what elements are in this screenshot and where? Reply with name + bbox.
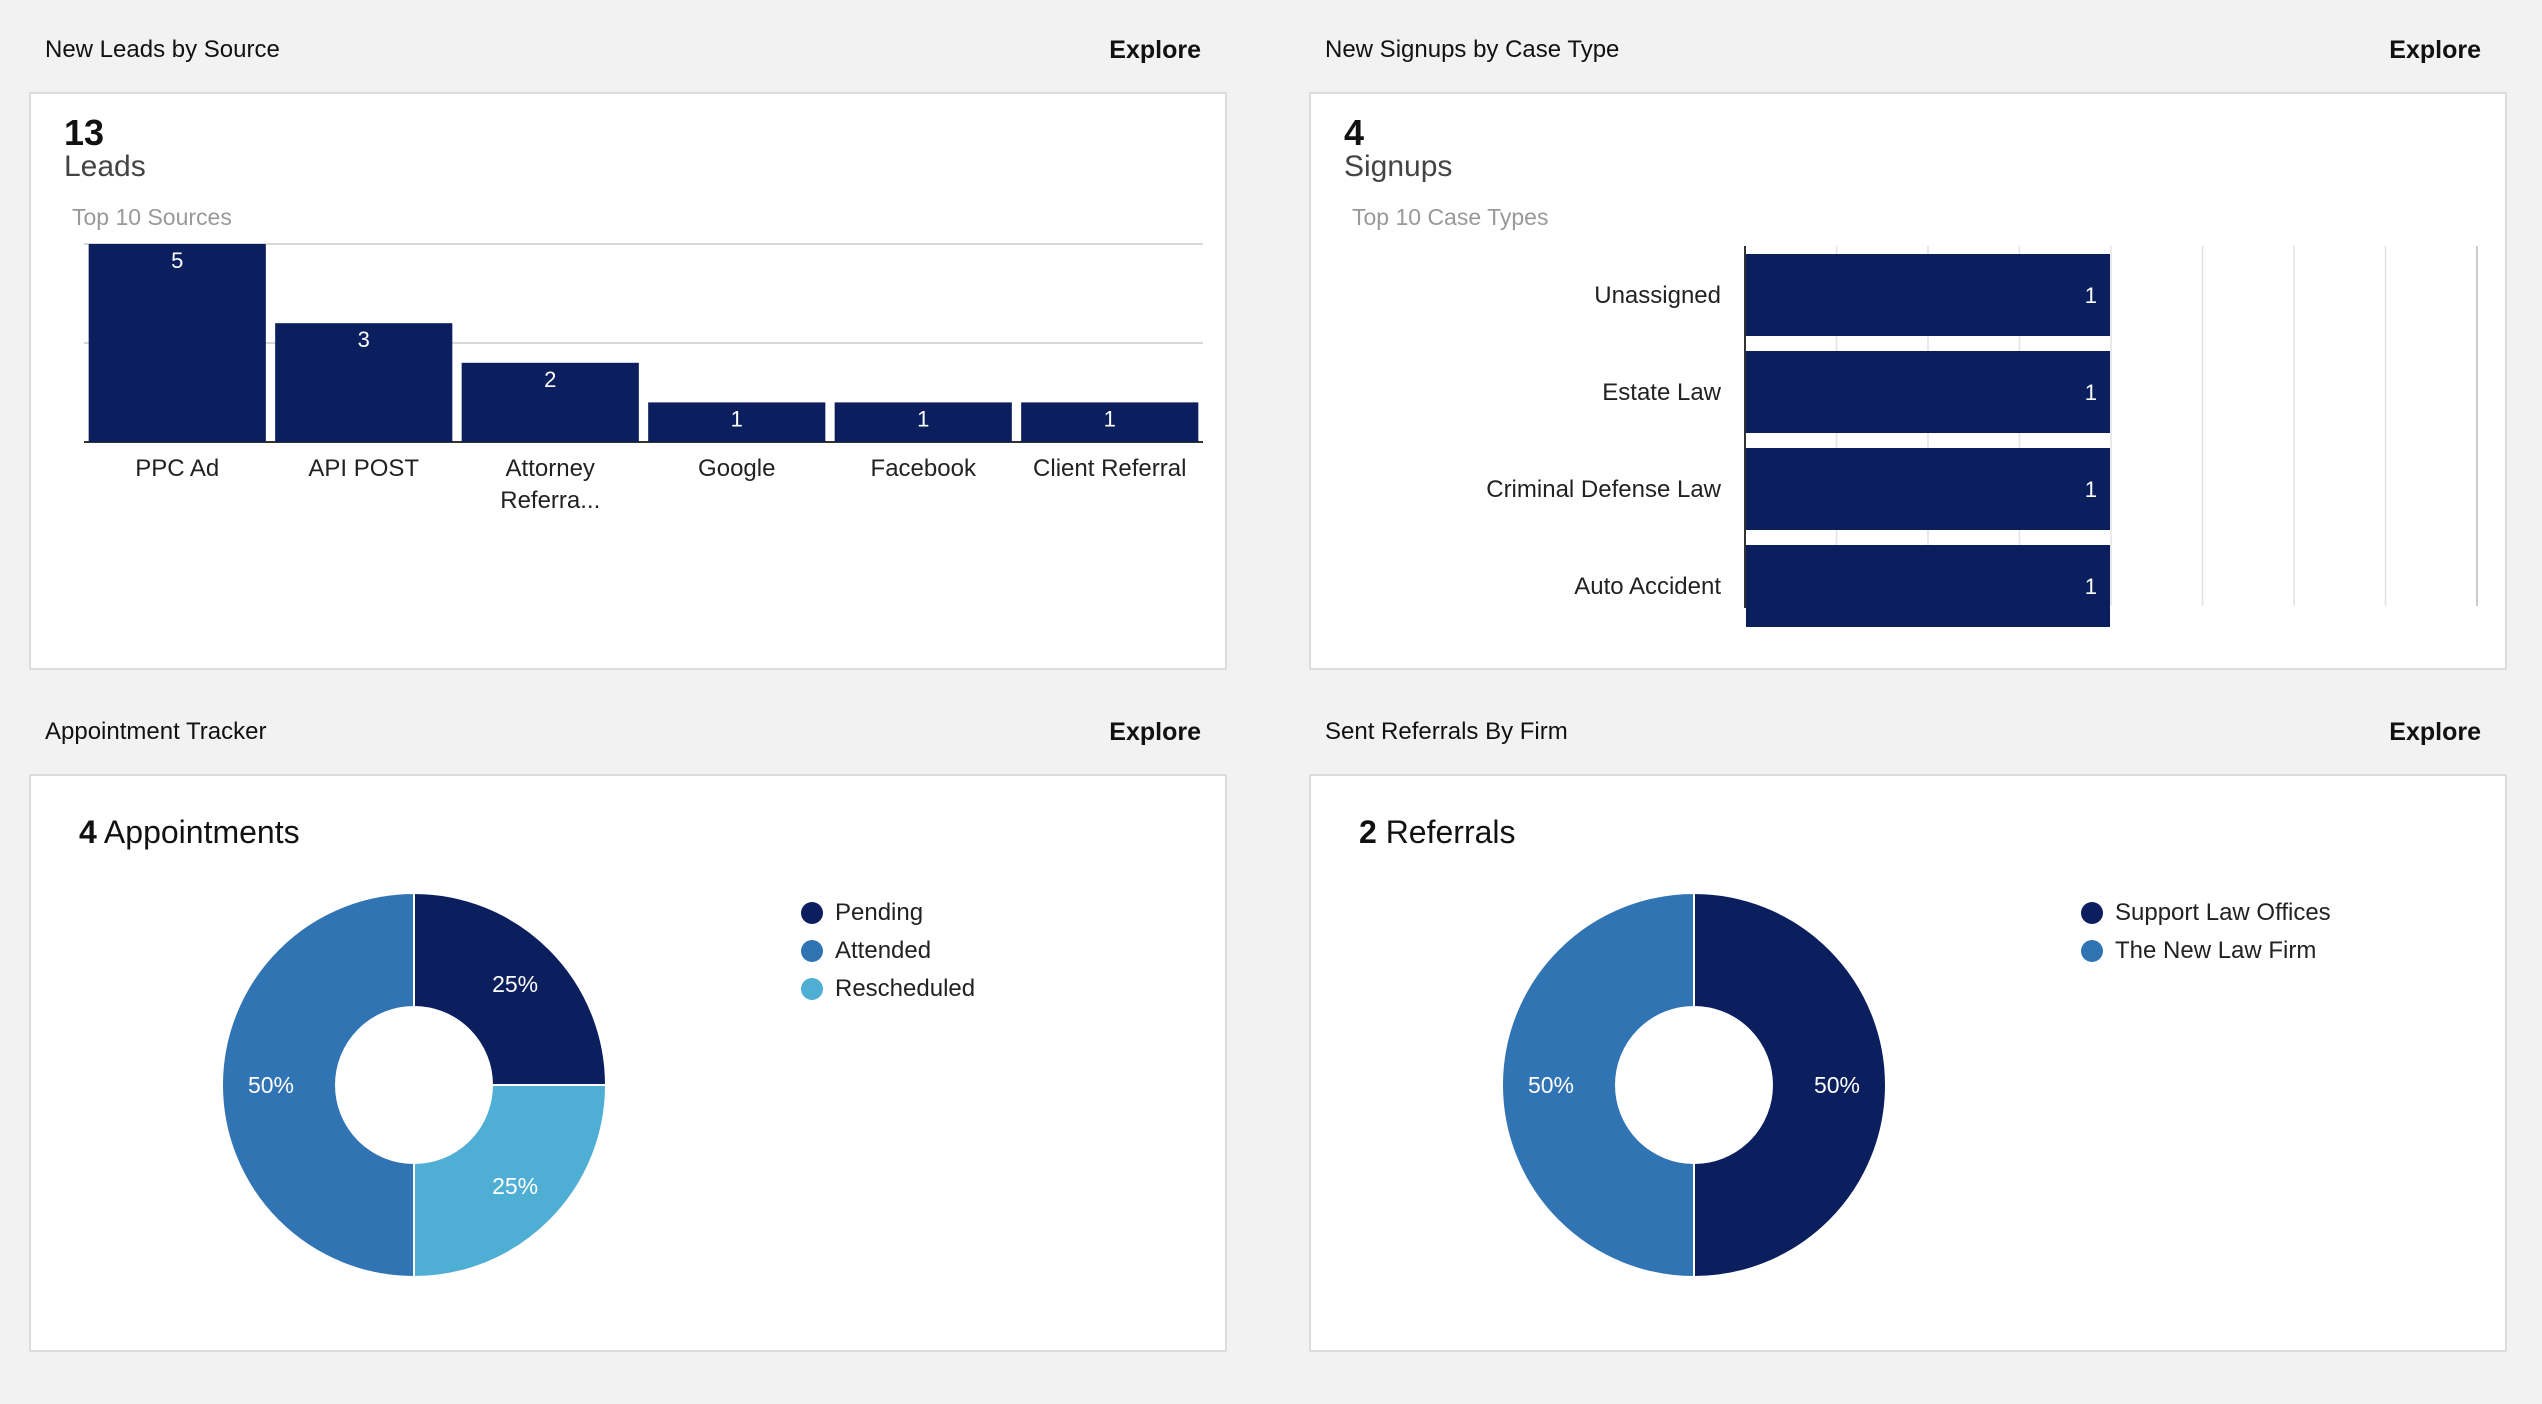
leads-subtitle: Top 10 Sources [72,204,232,230]
legend-label-pending: Pending [835,899,924,926]
referrals-slice-label: 50% [1528,1072,1574,1098]
appointments-slice-pending [413,891,608,1086]
legend-dot-attended [801,940,823,962]
referrals-explore-link[interactable]: Explore [2389,717,2481,746]
signups-bar-unassigned [1746,254,2110,336]
appointments-count: 4 [79,814,97,850]
legend-dot-rescheduled [801,978,823,1000]
appointments-unit: Appointments [103,814,300,850]
signups-bar-value: 1 [2085,477,2097,502]
referrals-count: 2 [1359,814,1377,850]
referrals-slice-support-law-offices [1693,891,1887,1279]
referrals-panel-header: Sent Referrals By Firm Explore [1325,712,2481,752]
legend-label-new-law-firm: The New Law Firm [2115,937,2317,964]
leads-tick-label: API POST [308,455,419,482]
leads-bar-value: 1 [731,406,743,431]
leads-unit: Leads [64,150,146,183]
appointments-slice-label: 25% [492,1173,538,1199]
legend-item-pending[interactable]: Pending [801,894,975,932]
legend-item-attended[interactable]: Attended [801,932,975,970]
signups-tick-label: Auto Accident [1574,573,1721,600]
leads-bar-value: 1 [1104,406,1116,431]
leads-card: 13 Leads Top 10 Sources 5 PPC Ad 3 API POST… [29,92,1227,670]
legend-label-support-law-offices: Support Law Offices [2115,899,2331,926]
leads-bar-attorney-referra [461,362,639,442]
appointments-panel-title: Appointment Tracker [45,718,267,745]
signups-bar-value: 1 [2085,380,2097,405]
leads-bar-value: 5 [171,248,183,273]
leads-bar-value: 1 [917,406,929,431]
leads-bar-google [648,402,826,442]
appointments-panel-header: Appointment Tracker Explore [45,712,1201,752]
referrals-donut-chart: 50% 50% [1501,891,1887,1279]
referrals-slice-label: 50% [1814,1072,1860,1098]
referrals-legend: Support Law Offices The New Law Firm [2081,894,2331,970]
signups-subtitle: Top 10 Case Types [1352,204,1549,230]
leads-bar-value: 2 [544,367,556,392]
leads-bar-client-referral [1021,402,1199,442]
leads-count: 13 [64,112,105,153]
appointments-slice-rescheduled [413,1084,608,1279]
legend-dot-support-law-offices [2081,902,2103,924]
leads-explore-link[interactable]: Explore [1109,35,1201,64]
legend-dot-new-law-firm [2081,940,2103,962]
legend-item-support-law-offices[interactable]: Support Law Offices [2081,894,2331,932]
leads-tick-label: PPC Ad [135,455,219,482]
signups-panel-title: New Signups by Case Type [1325,36,1620,63]
appointments-card: 4 Appointments 25% 25% 50% Pending Attende… [29,774,1227,1352]
leads-tick-label: Facebook [871,455,977,482]
signups-tick-label: Criminal Defense Law [1486,476,1721,503]
referrals-card: 2 Referrals 50% 50% Support Law Offices T… [1309,774,2507,1352]
signups-panel-header: New Signups by Case Type Explore [1325,30,2481,70]
leads-bar-value: 3 [358,327,370,352]
appointments-slice-attended [221,891,415,1279]
leads-tick-label: Attorney [506,455,595,482]
signups-bar-value: 1 [2085,574,2097,599]
appointments-donut-chart: 25% 25% 50% [221,891,608,1279]
leads-tick-label: Client Referral [1033,455,1186,482]
signups-unit: Signups [1344,150,1453,183]
leads-panel-title: New Leads by Source [45,36,280,63]
signups-explore-link[interactable]: Explore [2389,35,2481,64]
referrals-panel-title: Sent Referrals By Firm [1325,718,1568,745]
signups-tick-label: Unassigned [1594,282,1721,309]
leads-bar-ppc-ad [88,244,266,442]
legend-label-rescheduled: Rescheduled [835,975,976,1002]
legend-dot-pending [801,902,823,924]
signups-count: 4 [1344,112,1365,153]
signups-tick-label: Estate Law [1602,379,1721,406]
leads-panel-header: New Leads by Source Explore [45,30,1201,70]
signups-bar-value: 1 [2085,283,2097,308]
appointments-explore-link[interactable]: Explore [1109,717,1201,746]
leads-bar-chart: 5 PPC Ad 3 API POST 2 Attorney Referra... 1 Goog… [84,243,1203,514]
appointments-legend: Pending Attended Rescheduled [801,894,975,1008]
leads-bar-api-post [275,323,453,442]
leads-bar-facebook [834,402,1012,442]
legend-item-new-law-firm[interactable]: The New Law Firm [2081,932,2331,970]
signups-bar-auto-accident [1746,545,2110,627]
referrals-slice-the-new-law-firm [1501,891,1695,1279]
signups-bar-chart: 1 Unassigned 1 Estate Law 1 Criminal Defense … [1486,246,2478,627]
legend-item-rescheduled[interactable]: Rescheduled [801,970,975,1008]
signups-bar-criminal-defense-law [1746,448,2110,530]
signups-card: 4 Signups Top 10 Case Types 1 Unassigned 1… [1309,92,2507,670]
appointments-slice-label: 25% [492,971,538,997]
signups-bar-estate-law [1746,351,2110,433]
leads-tick-label: Google [698,455,775,482]
referrals-unit: Referrals [1385,814,1516,850]
legend-label-attended: Attended [835,937,932,964]
referrals-heading: 2 Referrals [1359,814,1516,851]
leads-tick-label: Referra... [500,487,600,514]
appointments-slice-label: 50% [248,1072,294,1098]
appointments-heading: 4 Appointments [79,814,300,851]
